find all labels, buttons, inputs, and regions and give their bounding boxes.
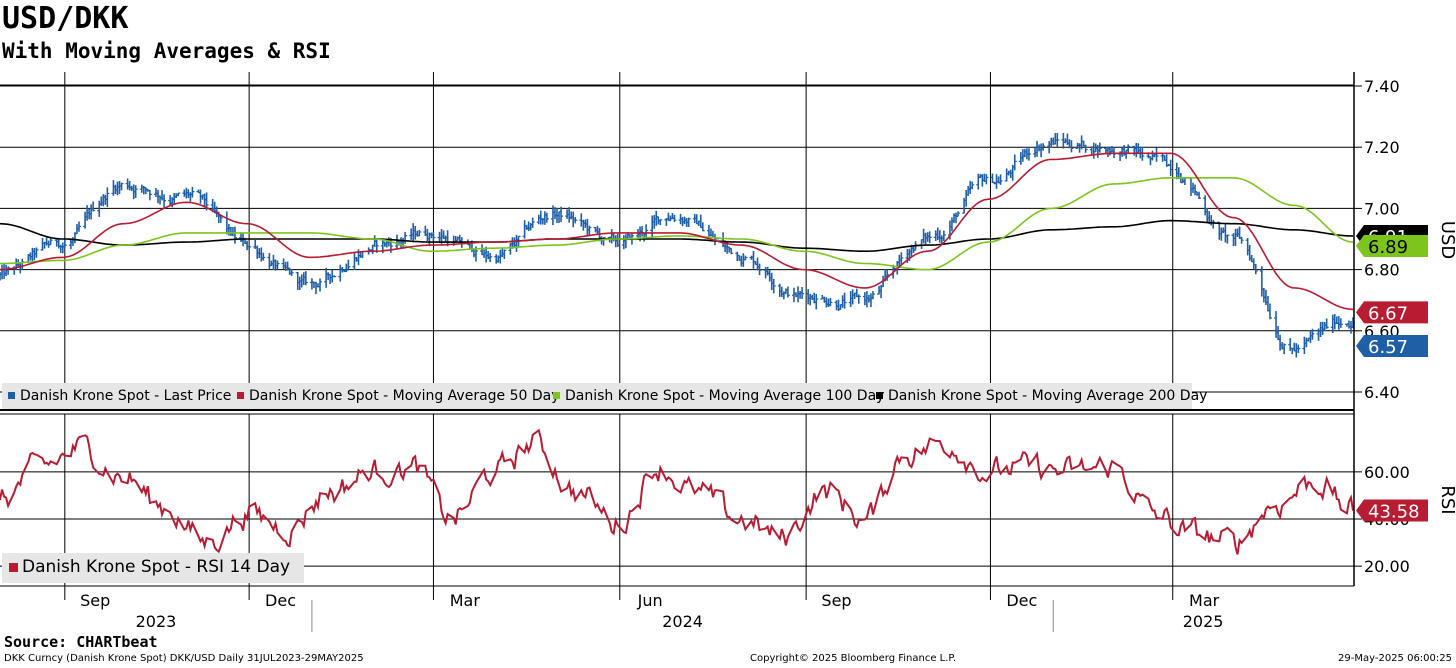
source-label: Source: CHARTbeat (4, 633, 158, 651)
legend-label-price: Danish Krone Spot - Last Price (20, 388, 231, 404)
legend-swatch-ma50 (237, 392, 244, 399)
rsi-line (0, 428, 1354, 555)
ma200-line (0, 219, 1353, 252)
legend-label-rsi: Danish Krone Spot - RSI 14 Day (22, 557, 290, 577)
ma50-line (0, 152, 1354, 311)
price-y-tick-label: 7.00 (1364, 199, 1400, 218)
legend-swatch-price (8, 392, 15, 399)
rsi-y-tick-label: 60.00 (1364, 463, 1410, 482)
legend-swatch-ma100 (553, 392, 560, 399)
legend-swatch-rsi (9, 563, 18, 572)
tag-ma100-label: 6.89 (1368, 237, 1408, 258)
rsi-grid (0, 414, 1354, 586)
legend-label-ma200: Danish Krone Spot - Moving Average 200 D… (888, 388, 1207, 404)
x-tick-label-year: 2023 (136, 612, 177, 631)
price-y-tick-label: 6.80 (1364, 261, 1400, 280)
legend-label-ma50: Danish Krone Spot - Moving Average 50 Da… (249, 388, 560, 404)
axes: Sep Dec Mar Jun Sep Dec Mar 2023 2024 2025 7.40 7.2… (0, 72, 1456, 632)
tag-rsi-bg (1356, 499, 1428, 522)
footer-timestamp: 29-May-2025 06:00:25 (1338, 653, 1452, 664)
rsi-y-tick-label: 20.00 (1364, 557, 1410, 576)
x-tick-label-month: Sep (821, 591, 851, 610)
tag-ma100-bg (1356, 235, 1428, 258)
rsi-y-axis-label: RSI (1437, 485, 1456, 514)
price-y-tick-label: 7.20 (1364, 138, 1400, 157)
x-tick-label-month: Dec (1006, 591, 1037, 610)
x-tick-label-month: Sep (80, 591, 110, 610)
price-legend-box (2, 383, 1192, 409)
tag-price-bg (1356, 334, 1428, 357)
x-tick-label-year: 2025 (1183, 612, 1224, 631)
price-y-tick-label: 6.40 (1364, 383, 1400, 402)
x-tick-label-month: Jun (637, 591, 663, 610)
chart-subtitle: With Moving Averages & RSI (2, 39, 331, 63)
legend-label-ma100: Danish Krone Spot - Moving Average 100 D… (565, 388, 884, 404)
tag-ma50-bg (1356, 301, 1428, 324)
x-tick-label-year: 2024 (662, 612, 703, 631)
footer-ticker-info: DKK Curncy (Danish Krone Spot) DKK/USD D… (4, 653, 364, 664)
x-tick-label-month: Dec (265, 591, 296, 610)
tag-rsi-label: 43.58 (1368, 502, 1420, 523)
rsi-plot (0, 428, 1354, 555)
legends: Danish Krone Spot - Last Price Danish Kro… (2, 383, 1207, 583)
chart-title: USD/DKK (2, 1, 129, 36)
price-plot (0, 132, 1355, 358)
x-tick-label-month: Mar (450, 591, 481, 610)
rsi-legend-box (2, 553, 304, 583)
ma100-line (0, 177, 1354, 271)
price-y-tick-label: 7.40 (1364, 77, 1400, 96)
tag-ma50-label: 6.67 (1368, 303, 1408, 324)
price-y-axis-label: USD (1437, 221, 1456, 259)
tag-price-label: 6.57 (1368, 337, 1408, 358)
legend-swatch-ma200 (876, 392, 883, 399)
footer-copyright: Copyright© 2025 Bloomberg Finance L.P. (750, 653, 957, 664)
x-tick-label-month: Mar (1189, 591, 1220, 610)
